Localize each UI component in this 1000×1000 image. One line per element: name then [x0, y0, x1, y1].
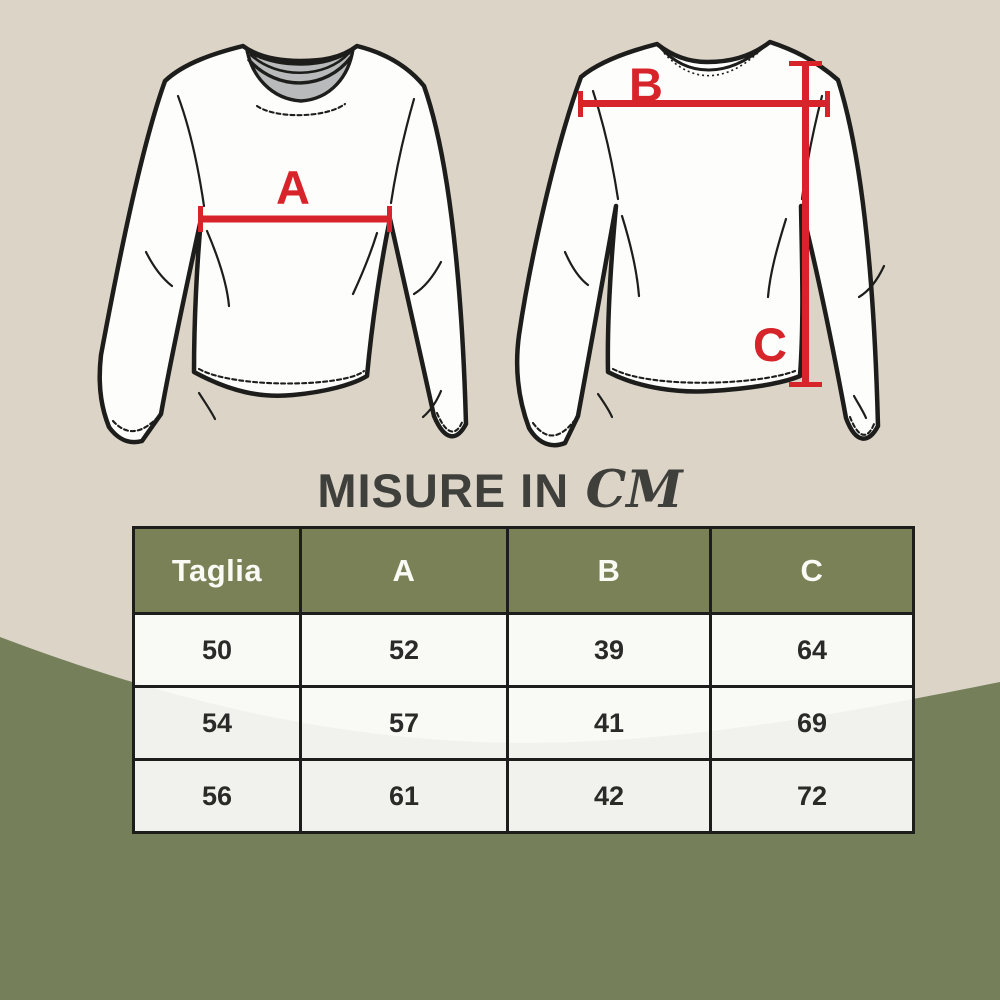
- size-cell: 41: [506, 685, 712, 761]
- front-neck-stitch: [255, 102, 347, 117]
- chart-title: MISURE IN CM: [0, 460, 1000, 520]
- size-cell: 64: [709, 612, 915, 688]
- title-text: MISURE IN: [317, 464, 570, 517]
- front-collar-seam-2: [247, 55, 353, 85]
- column-header-c: C: [709, 526, 915, 615]
- measurement-b: B: [578, 58, 830, 117]
- size-cell: 69: [709, 685, 915, 761]
- size-cell: 56: [132, 758, 302, 834]
- back-right-cuff-stitch: [848, 415, 876, 436]
- size-cell: 52: [299, 612, 509, 688]
- measurement-label-b: B: [629, 58, 663, 111]
- shirt-back-view: [515, 39, 886, 448]
- front-fold-lines: [144, 94, 443, 421]
- column-header-taglia: Taglia: [132, 526, 302, 615]
- size-cell: 42: [506, 758, 712, 834]
- measurement-label-c: C: [753, 318, 787, 371]
- front-left-cuff-stitch: [111, 416, 159, 433]
- front-right-cuff-stitch: [435, 411, 465, 433]
- back-neck-stitch: [663, 50, 761, 77]
- size-table-header-row: Taglia A B C: [132, 526, 915, 615]
- size-cell: 50: [132, 612, 302, 688]
- size-table: Taglia A B C 50 52 39 64 54 57 41 69 56 …: [132, 526, 915, 834]
- size-cell: 57: [299, 685, 509, 761]
- back-left-cuff-stitch: [531, 419, 576, 437]
- front-collar-seam-1: [249, 51, 351, 74]
- size-cell: 54: [132, 685, 302, 761]
- front-outline: [97, 43, 469, 445]
- measurement-c: C: [753, 61, 822, 387]
- title-unit: CM: [585, 460, 683, 520]
- column-header-b: B: [506, 526, 712, 615]
- size-row-54: 54 57 41 69: [132, 685, 915, 761]
- front-hem-stitch: [197, 367, 366, 385]
- measurement-label-a: A: [276, 161, 310, 214]
- back-neck-seam: [658, 43, 768, 72]
- size-cell: 39: [506, 612, 712, 688]
- front-collar-rim-stitch: [245, 50, 355, 64]
- shirt-front-view: [97, 43, 469, 445]
- size-cell: 72: [709, 758, 915, 834]
- column-header-a: A: [299, 526, 509, 615]
- size-row-56: 56 61 42 72: [132, 758, 915, 834]
- size-cell: 61: [299, 758, 509, 834]
- size-row-50: 50 52 39 64: [132, 612, 915, 688]
- back-hem-stitch: [611, 367, 797, 384]
- measurement-a: A: [198, 161, 392, 232]
